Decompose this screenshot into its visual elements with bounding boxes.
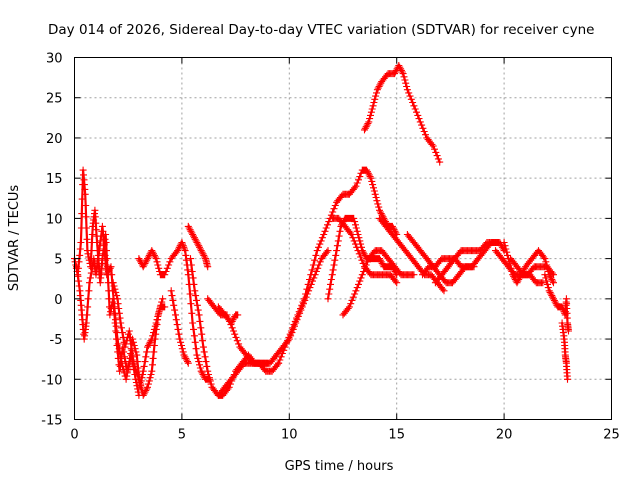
- series-markers-track-24: [558, 319, 571, 383]
- series-markers-track-22: [507, 255, 547, 287]
- y-tick-label: 0: [54, 293, 62, 308]
- x-axis-title: GPS time / hours: [285, 459, 394, 474]
- series-track-18: [419, 255, 478, 279]
- x-tick-label: 5: [178, 428, 186, 443]
- x-tick-label: 10: [281, 428, 298, 443]
- series-markers-track-5: [167, 287, 192, 367]
- series-markers-track-23: [541, 271, 572, 335]
- y-tick-label: 10: [46, 212, 63, 227]
- series-track-21: [500, 239, 557, 287]
- series-track-23: [541, 271, 572, 335]
- series-track-22: [507, 255, 547, 287]
- series-markers-track-19: [431, 239, 508, 287]
- series-markers-track-18: [419, 255, 478, 279]
- series-markers-track-3: [109, 279, 167, 399]
- series-markers-track-6: [184, 222, 212, 271]
- y-tick-label: 15: [46, 172, 63, 187]
- series-markers-track-1: [71, 166, 143, 399]
- x-tick-label: 25: [603, 428, 620, 443]
- plot-frame: [74, 57, 612, 420]
- y-tick-label: -5: [50, 333, 63, 348]
- series-track-5: [167, 287, 192, 367]
- series-markers-track-15: [361, 62, 444, 166]
- series-markers-track-14: [328, 214, 401, 287]
- x-tick-labels: 0 5 10 15 20 25: [70, 428, 619, 443]
- series-track-24: [558, 319, 571, 383]
- series-track-19: [431, 239, 508, 287]
- y-tick-label: 20: [46, 132, 63, 147]
- series-track-6: [184, 222, 212, 271]
- series-track-15: [361, 62, 444, 166]
- y-tick-label: -15: [41, 414, 62, 429]
- data-series: [71, 62, 572, 399]
- x-tick-label: 20: [496, 428, 513, 443]
- series-markers-track-9: [214, 303, 242, 327]
- axis-ticks: [74, 57, 612, 420]
- series-track-4: [135, 239, 214, 383]
- y-tick-label: 25: [46, 92, 63, 107]
- series-markers-track-4: [135, 239, 214, 383]
- y-tick-label: 30: [46, 52, 63, 67]
- x-tick-label: 15: [388, 428, 405, 443]
- series-track-3: [109, 279, 167, 399]
- series-track-11: [275, 166, 401, 367]
- y-tick-labels: -15 -10 -5 0 5 10 15 20 25 30: [41, 52, 62, 429]
- y-axis-title: SDTVAR / TECUs: [7, 185, 22, 292]
- series-track-9: [214, 303, 242, 327]
- series-track-14: [328, 214, 401, 287]
- y-tick-label: -10: [41, 373, 62, 388]
- series-track-1: [71, 166, 143, 399]
- x-tick-label: 0: [70, 428, 78, 443]
- chart-title: Day 014 of 2026, Sidereal Day-to-day VTE…: [48, 22, 594, 38]
- y-tick-label: 5: [54, 253, 62, 268]
